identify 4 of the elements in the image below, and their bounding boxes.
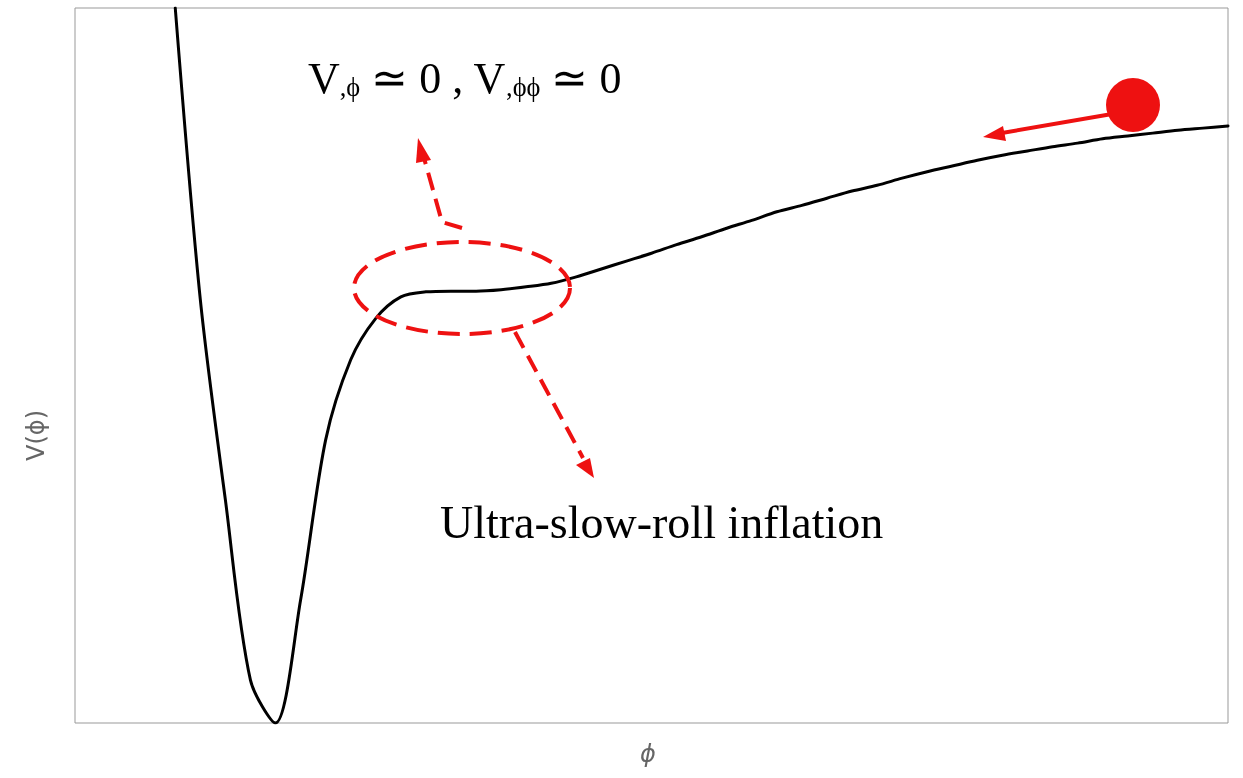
annotation: V,ϕ ≃ 0 , V,ϕϕ ≃ 0 xyxy=(308,53,622,103)
x-axis-title: ϕ xyxy=(640,740,656,768)
y-axis-title: V(ϕ) xyxy=(22,409,50,461)
annotation: Ultra-slow-roll inflation xyxy=(440,496,884,548)
